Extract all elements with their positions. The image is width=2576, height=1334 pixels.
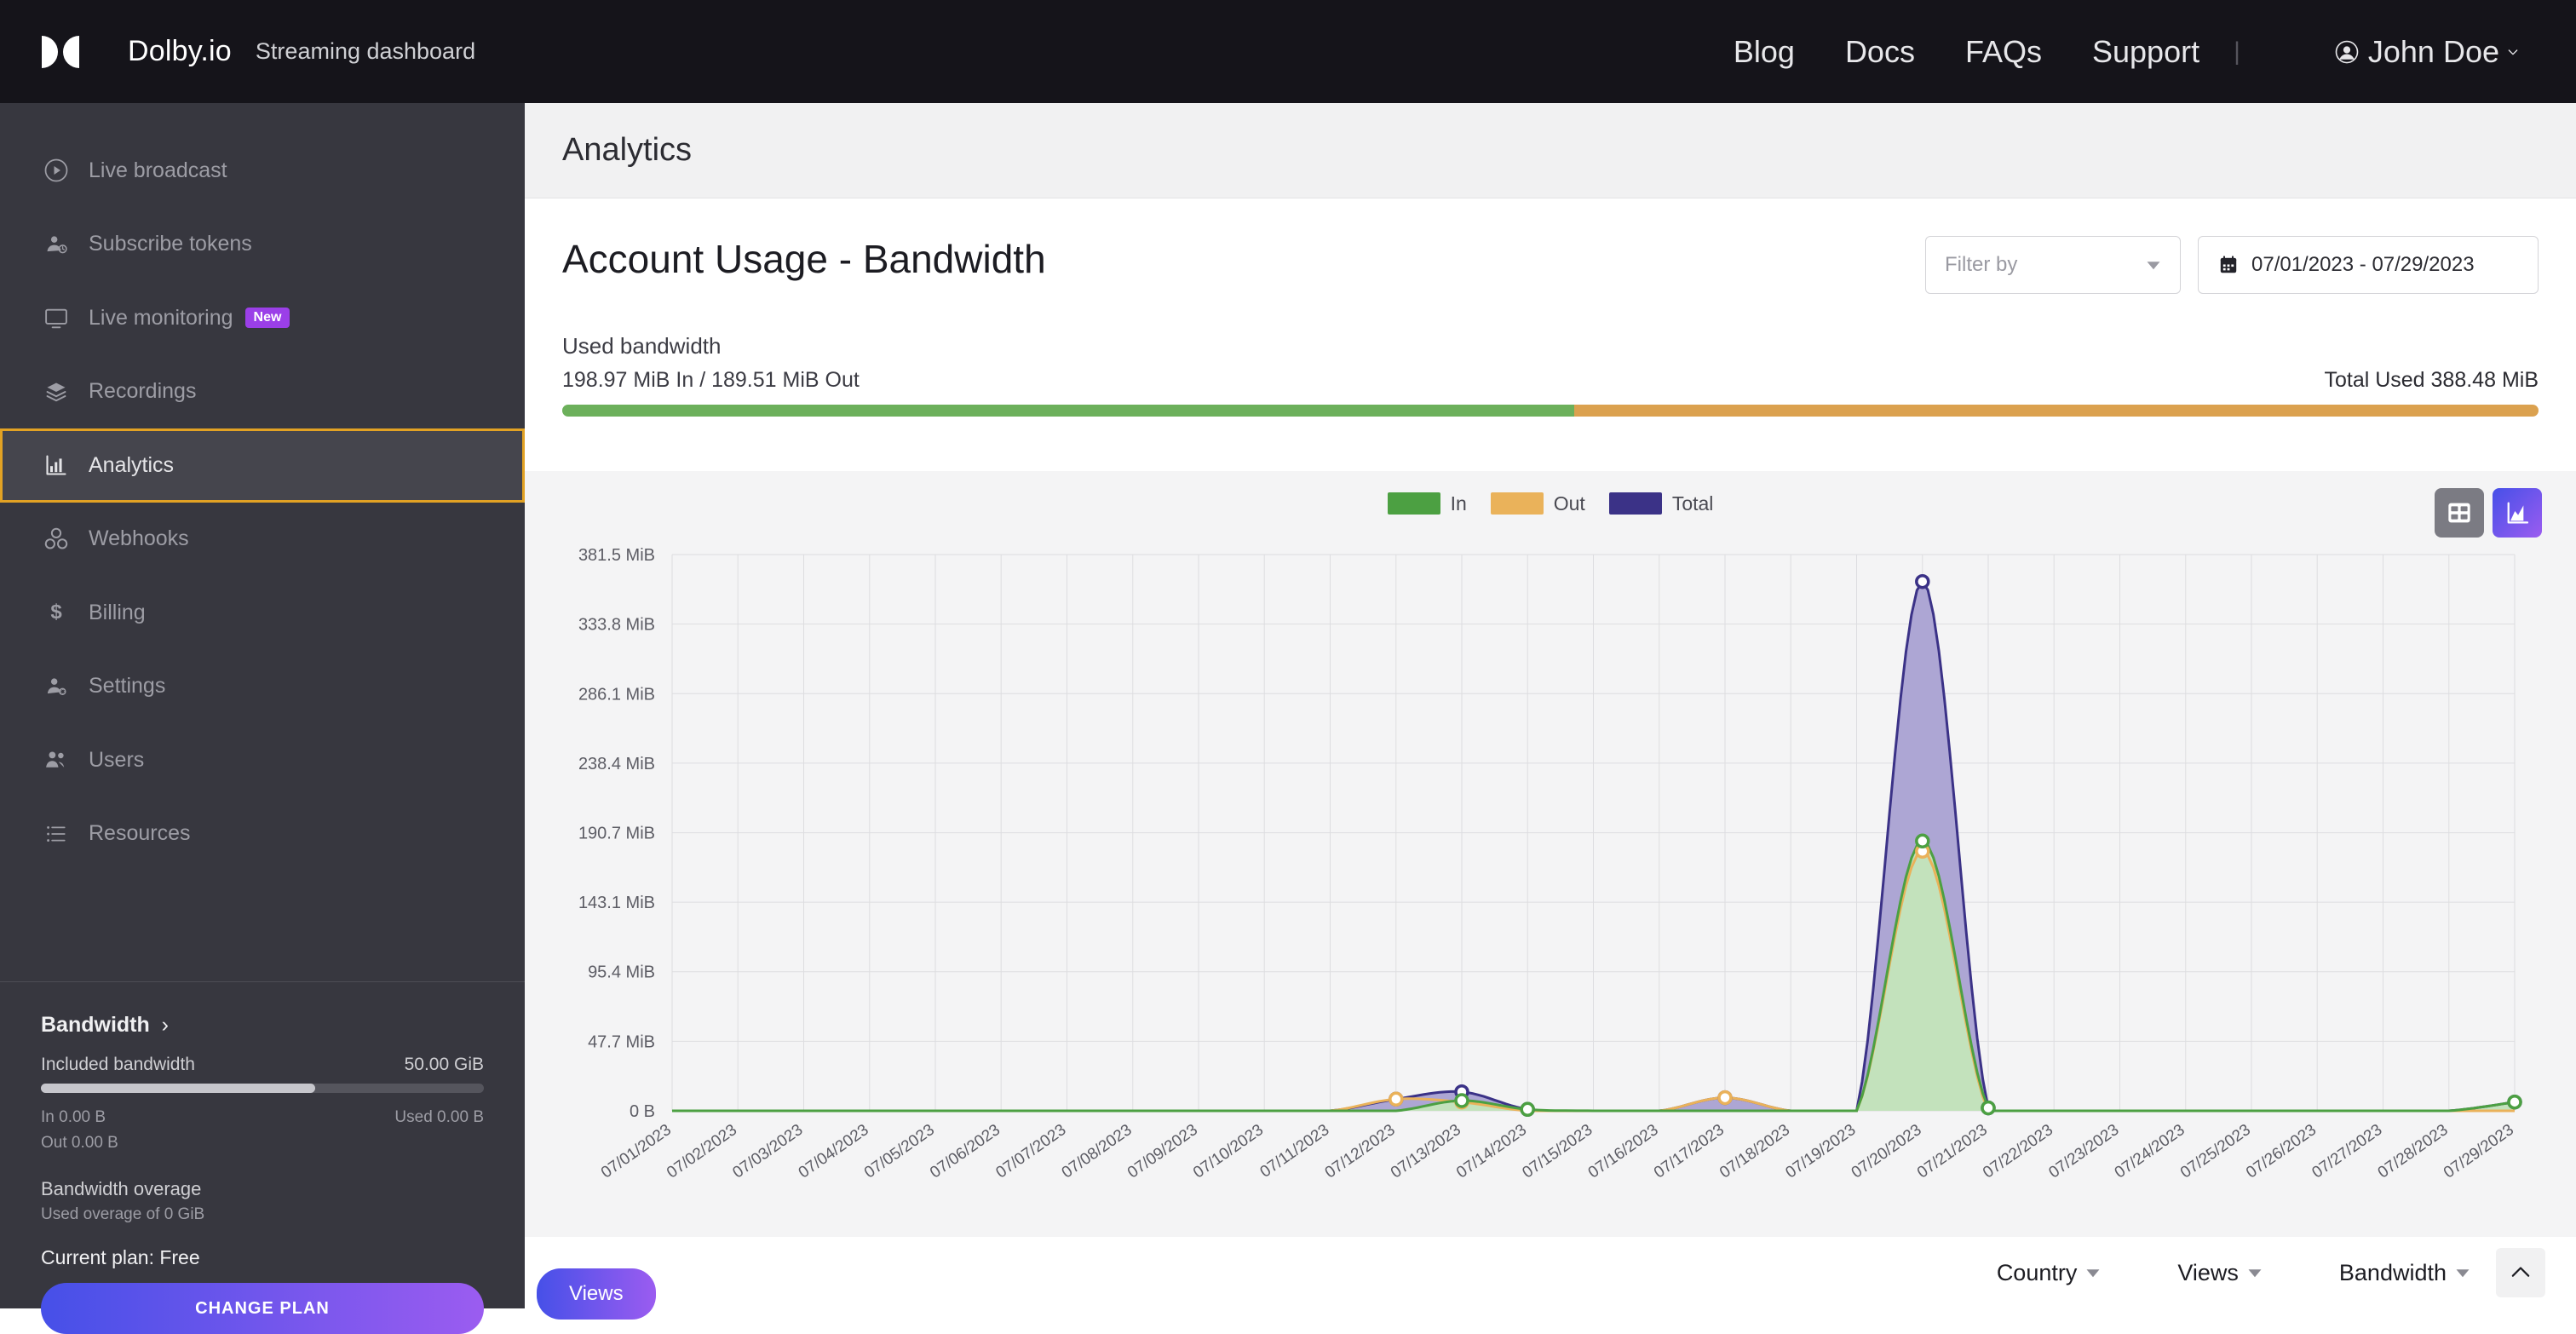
svg-text:333.8 MiB: 333.8 MiB [578, 616, 655, 635]
svg-text:47.7 MiB: 47.7 MiB [588, 1032, 655, 1051]
svg-text:190.7 MiB: 190.7 MiB [578, 825, 655, 843]
svg-text:238.4 MiB: 238.4 MiB [578, 755, 655, 773]
svg-text:286.1 MiB: 286.1 MiB [578, 685, 655, 704]
svg-text:95.4 MiB: 95.4 MiB [588, 963, 655, 982]
svg-text:381.5 MiB: 381.5 MiB [578, 546, 655, 565]
svg-text:0 B: 0 B [630, 1102, 655, 1121]
svg-text:143.1 MiB: 143.1 MiB [578, 894, 655, 912]
